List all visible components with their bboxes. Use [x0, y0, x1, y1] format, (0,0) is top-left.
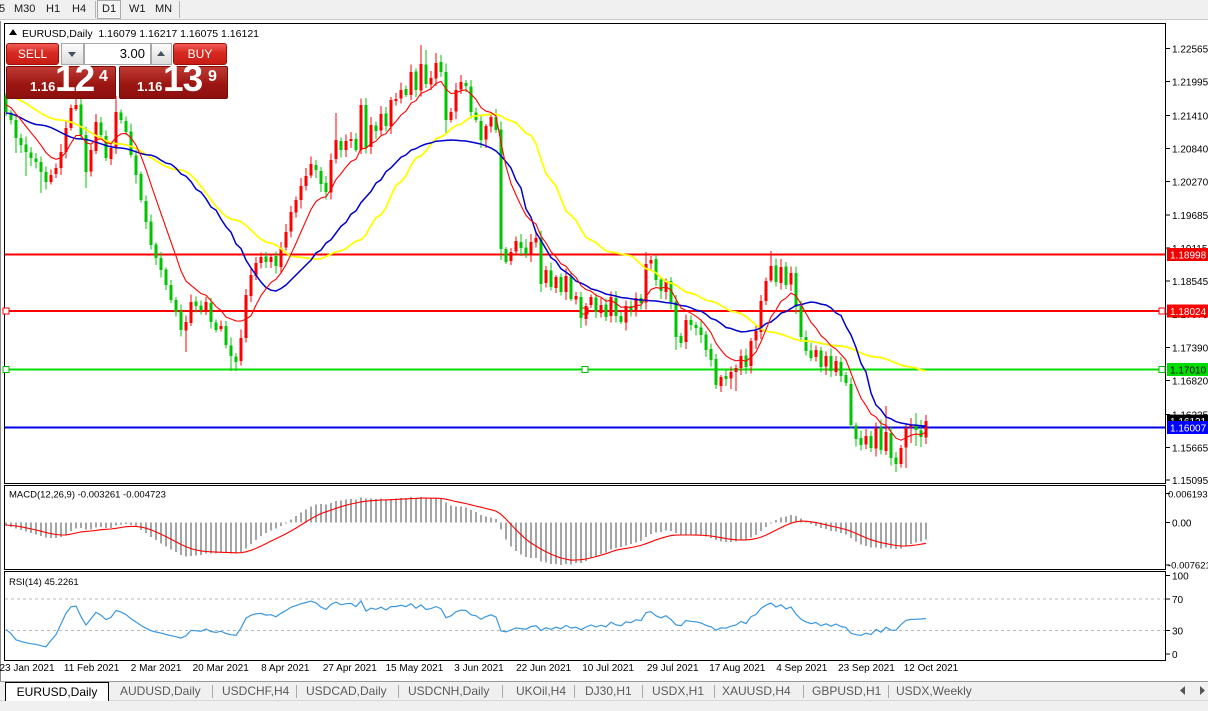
svg-text:17 Aug 2021: 17 Aug 2021: [709, 663, 766, 674]
svg-text:1.18998: 1.18998: [1170, 251, 1207, 262]
svg-text:15 May 2021: 15 May 2021: [385, 663, 443, 674]
svg-text:0.00: 0.00: [1172, 518, 1192, 529]
svg-text:3 Jun 2021: 3 Jun 2021: [454, 663, 504, 674]
svg-text:1.22565: 1.22565: [1172, 45, 1208, 56]
svg-text:1.15095: 1.15095: [1172, 476, 1208, 487]
svg-text:1.15665: 1.15665: [1172, 443, 1208, 454]
svg-text:1.17390: 1.17390: [1172, 344, 1208, 355]
svg-text:1.18545: 1.18545: [1172, 277, 1208, 288]
svg-text:0: 0: [1172, 650, 1178, 661]
svg-text:1.18024: 1.18024: [1170, 307, 1207, 318]
svg-text:1.21995: 1.21995: [1172, 78, 1208, 89]
svg-text:27 Apr 2021: 27 Apr 2021: [323, 663, 377, 674]
svg-text:29 Jul 2021: 29 Jul 2021: [647, 663, 699, 674]
svg-text:70: 70: [1172, 595, 1184, 606]
svg-text:30: 30: [1172, 626, 1184, 637]
svg-text:12 Oct 2021: 12 Oct 2021: [904, 663, 959, 674]
svg-text:1.16121: 1.16121: [1170, 417, 1207, 428]
svg-text:22 Jun 2021: 22 Jun 2021: [516, 663, 571, 674]
svg-text:1.20270: 1.20270: [1172, 177, 1208, 188]
svg-text:20 Mar 2021: 20 Mar 2021: [193, 663, 250, 674]
svg-text:23 Sep 2021: 23 Sep 2021: [838, 663, 895, 674]
svg-text:1.17010: 1.17010: [1170, 365, 1207, 376]
svg-text:1.19685: 1.19685: [1172, 211, 1208, 222]
svg-text:1.16007: 1.16007: [1170, 423, 1207, 434]
svg-text:EURUSD,Daily 1.16079 1.16217: EURUSD,Daily 1.16079 1.16217 1.16075 1.1…: [22, 28, 259, 40]
svg-text:10 Jul 2021: 10 Jul 2021: [582, 663, 634, 674]
svg-text:2 Mar 2021: 2 Mar 2021: [131, 663, 182, 674]
svg-text:100: 100: [1172, 571, 1189, 582]
svg-text:23 Jan 2021: 23 Jan 2021: [0, 663, 55, 674]
svg-text:8 Apr 2021: 8 Apr 2021: [261, 663, 310, 674]
svg-text:11 Feb 2021: 11 Feb 2021: [64, 663, 120, 674]
svg-text:1.21410: 1.21410: [1172, 111, 1208, 122]
svg-text:-0.007621: -0.007621: [1168, 561, 1208, 572]
svg-text:4 Sep 2021: 4 Sep 2021: [776, 663, 828, 674]
svg-text:1.20840: 1.20840: [1172, 144, 1208, 155]
svg-text:1.16820: 1.16820: [1172, 377, 1208, 388]
svg-text:0.006193: 0.006193: [1168, 489, 1208, 500]
svg-text:MACD(12,26,9) -0.003261 -0.004: MACD(12,26,9) -0.003261 -0.004723: [9, 490, 166, 501]
svg-text:RSI(14) 45.2261: RSI(14) 45.2261: [9, 577, 79, 588]
